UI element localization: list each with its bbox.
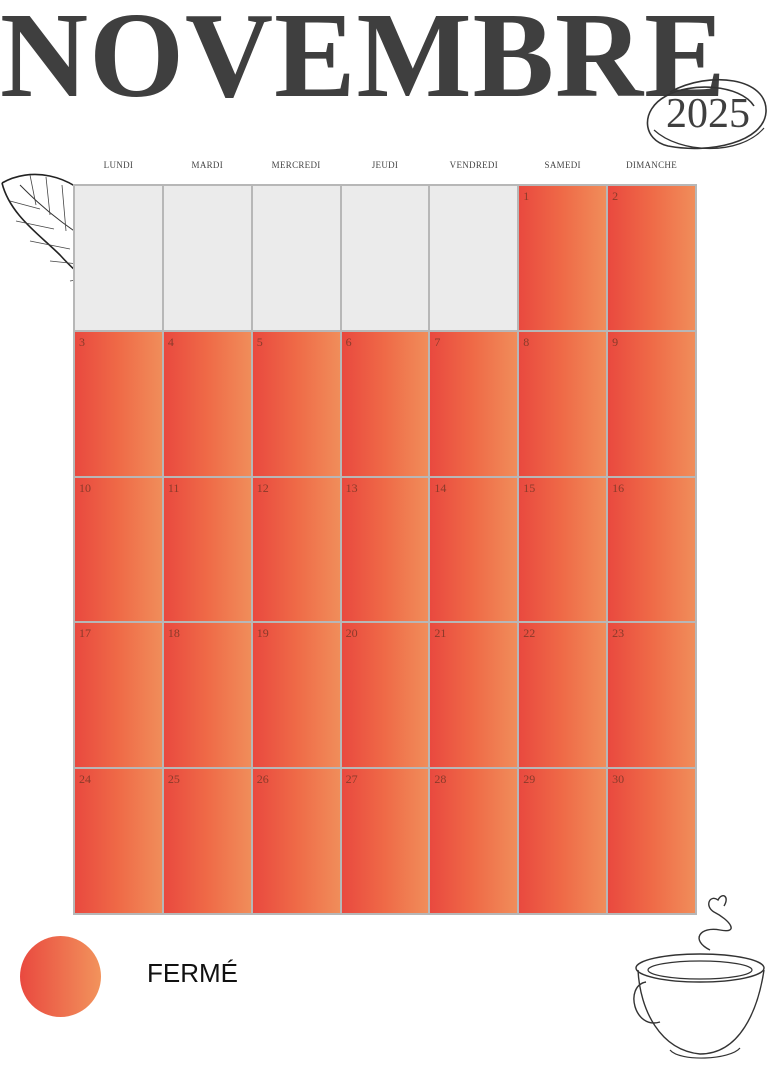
day-number: 18 [167,626,180,641]
day-number: 13 [345,480,358,495]
calendar-day-cell: 4 [163,331,251,476]
calendar-empty-cell [163,186,251,330]
coffee-cup-drawing-icon [633,895,765,1059]
calendar-day-cell: 1 [519,186,607,330]
calendar-day-cell: 18 [163,623,251,768]
calendar-empty-cell [75,186,162,330]
calendar-day-cell: 2 [608,186,695,330]
day-number: 28 [434,772,447,787]
calendar-day-cell: 3 [75,331,162,476]
legend-label: FERMÉ [147,958,238,988]
calendar-day-cell: 20 [341,623,429,768]
day-number: 27 [345,772,358,787]
calendar-day-cell: 27 [341,769,429,913]
weekday-label: LUNDI [103,160,134,170]
day-number: 17 [79,626,91,641]
day-number: 3 [79,334,85,349]
calendar-day-cell: 9 [608,331,695,476]
calendar-day-cell: 29 [519,769,607,913]
calendar-day-cell: 22 [519,623,607,768]
day-number: 16 [612,480,625,495]
day-number: 10 [79,480,91,495]
legend-swatch [20,936,101,1017]
day-number: 12 [256,480,269,495]
calendar-day-cell: 6 [341,331,429,476]
day-number: 24 [79,772,91,787]
calendar-day-cell: 14 [430,477,518,622]
calendar-day-cell: 17 [75,623,162,768]
day-number: 6 [345,334,352,349]
day-number: 4 [167,334,174,349]
calendar-day-cell: 13 [341,477,429,622]
calendar-empty-cell [341,186,429,330]
page-title: NOVEMBRE [0,0,727,123]
calendar-day-cell: 24 [75,769,162,913]
year-label: 2025 [666,91,750,137]
day-number: 19 [256,626,269,641]
calendar-day-cell: 10 [75,477,162,622]
calendar-day-cell: 7 [430,331,518,476]
year-circle-scribble-icon [646,79,767,150]
weekday-label: VENDREDI [449,160,499,170]
calendar-day-cell: 11 [163,477,251,622]
calendar-day-cell: 25 [163,769,251,913]
day-number: 1 [523,189,530,203]
calendar-day-cell: 28 [430,769,518,913]
day-number: 22 [523,626,536,641]
day-number: 5 [256,334,263,349]
calendar-day-cell: 19 [252,623,340,768]
day-number: 7 [434,334,441,349]
weekday-header-row: LUNDI MARDI MERCREDI JEUDI VENDREDI SAME… [74,160,696,180]
weekday-label: MARDI [191,160,224,170]
day-number: 26 [256,772,269,787]
day-number: 15 [523,480,536,495]
calendar-day-cell: 5 [252,331,340,476]
day-number: 14 [434,480,447,495]
calendar-day-cell: 23 [608,623,695,768]
calendar-day-cell: 26 [252,769,340,913]
day-number: 21 [434,626,447,641]
calendar-empty-cell [430,186,518,330]
weekday-label: MERCREDI [271,160,321,170]
day-number: 20 [345,626,358,641]
day-number: 2 [612,189,619,203]
year-badge: 2025 [640,70,768,160]
day-number: 23 [612,626,625,641]
weekday-label: JEUDI [371,160,399,170]
calendar-day-cell: 21 [430,623,518,768]
day-number: 29 [523,772,536,787]
day-number: 9 [612,334,619,349]
day-number: 25 [167,772,180,787]
day-number: 30 [612,772,625,787]
day-number: 11 [167,480,180,495]
calendar-empty-cell [252,186,340,330]
weekday-label: DIMANCHE [626,160,678,170]
calendar-day-cell: 15 [519,477,607,622]
calendar-grid: 1 2 3 4 5 6 7 8 9 10 11 12 13 14 15 16 17 18 19 20 21 22 23 24 2… [73,184,697,915]
day-number: 8 [523,334,530,349]
calendar-day-cell: 16 [608,477,695,622]
calendar-day-cell: 30 [608,769,695,913]
weekday-label: SAMEDI [544,160,581,170]
calendar-day-cell: 12 [252,477,340,622]
calendar-day-cell: 8 [519,331,607,476]
